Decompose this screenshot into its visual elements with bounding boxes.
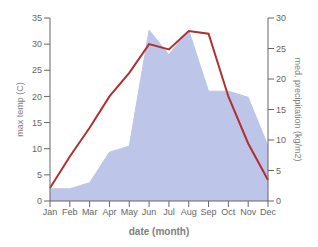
svg-text:35: 35 <box>32 13 42 23</box>
svg-text:Jun: Jun <box>142 207 157 217</box>
svg-text:15: 15 <box>32 118 42 128</box>
svg-text:30: 30 <box>276 13 286 23</box>
svg-text:Mar: Mar <box>82 207 98 217</box>
svg-text:15: 15 <box>276 105 286 115</box>
svg-text:Nov: Nov <box>240 207 257 217</box>
svg-text:10: 10 <box>32 144 42 154</box>
svg-text:May: May <box>121 207 139 217</box>
svg-text:Dec: Dec <box>260 207 277 217</box>
svg-text:Jan: Jan <box>43 207 58 217</box>
svg-text:max temp (C): max temp (C) <box>15 82 25 137</box>
svg-text:10: 10 <box>276 135 286 145</box>
svg-text:20: 20 <box>276 74 286 84</box>
svg-text:Apr: Apr <box>102 207 116 217</box>
svg-text:5: 5 <box>37 170 42 180</box>
svg-text:25: 25 <box>276 44 286 54</box>
svg-text:0: 0 <box>276 196 281 206</box>
svg-text:date (month): date (month) <box>129 226 190 237</box>
svg-text:Aug: Aug <box>181 207 197 217</box>
svg-text:med. precipitation (kg/m2): med. precipitation (kg/m2) <box>293 57 303 161</box>
svg-text:5: 5 <box>276 166 281 176</box>
svg-text:Jul: Jul <box>163 207 175 217</box>
svg-text:Oct: Oct <box>221 207 236 217</box>
svg-text:0: 0 <box>37 196 42 206</box>
svg-text:20: 20 <box>32 92 42 102</box>
svg-text:25: 25 <box>32 65 42 75</box>
svg-text:Feb: Feb <box>62 207 78 217</box>
svg-text:Sep: Sep <box>201 207 217 217</box>
svg-text:30: 30 <box>32 39 42 49</box>
